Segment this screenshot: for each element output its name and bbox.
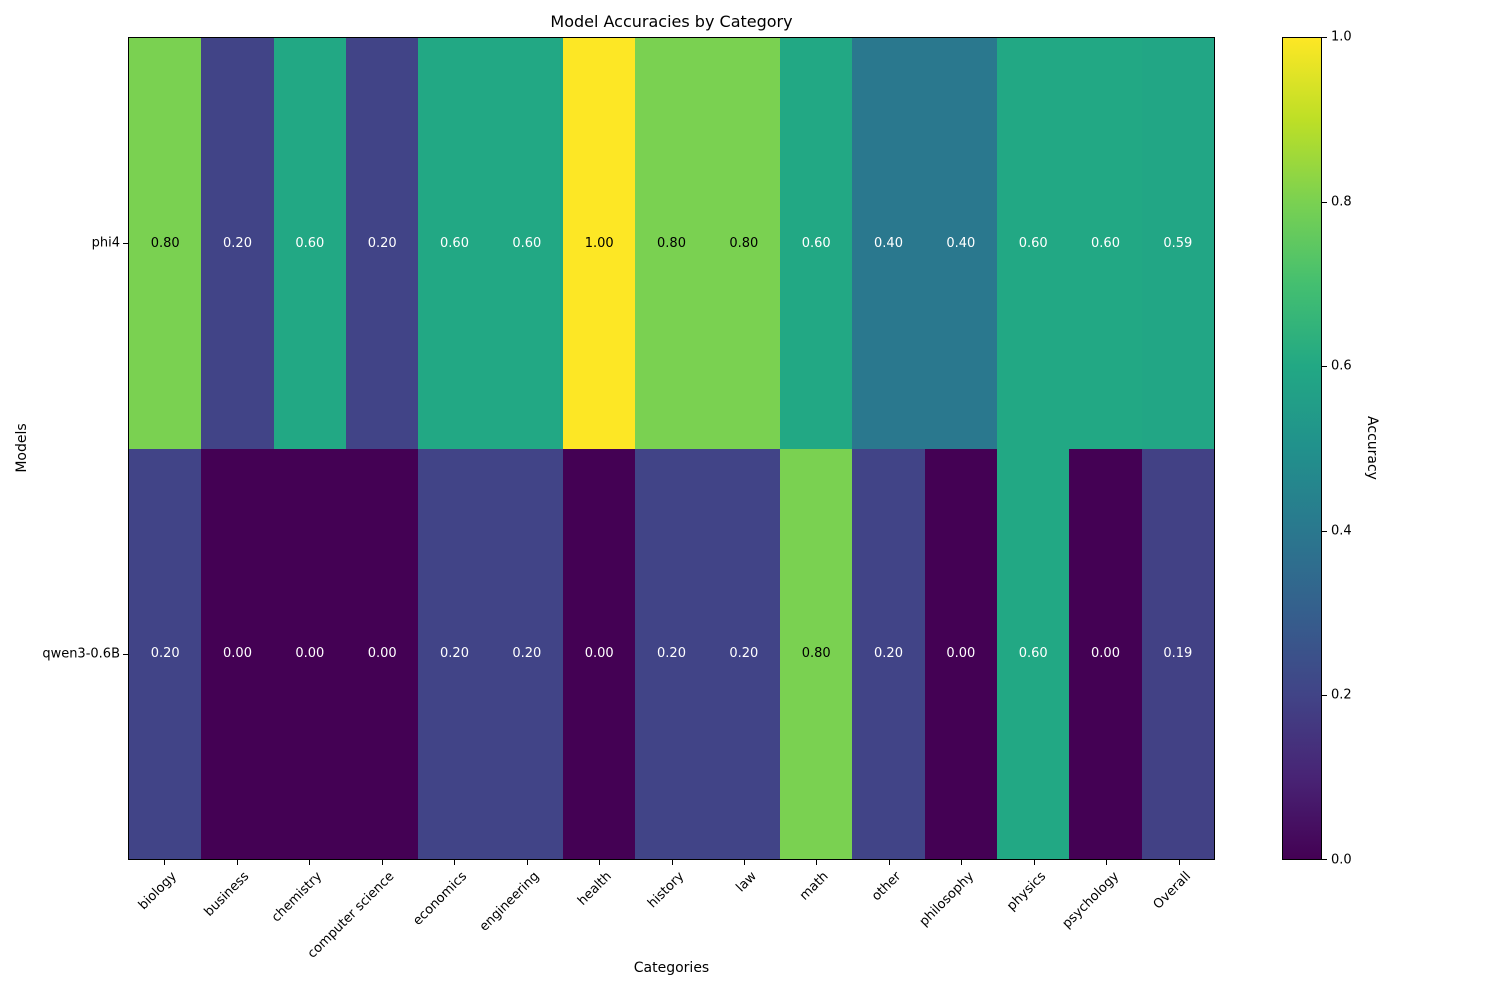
x-tick-mark (236, 860, 238, 865)
heatmap-cell: 0.80 (129, 38, 202, 449)
x-tick-label: chemistry (268, 869, 325, 926)
colorbar-tick-mark (1322, 201, 1327, 203)
x-tick-label: biology (135, 869, 180, 914)
colorbar-tick-label: 0.0 (1331, 852, 1352, 868)
colorbar-tick-mark (1322, 695, 1327, 697)
x-tick-mark (381, 860, 383, 865)
heatmap-cell: 0.00 (924, 448, 997, 859)
x-tick-label: history (644, 869, 688, 912)
x-tick-mark (743, 860, 745, 865)
heatmap-cell: 0.60 (997, 38, 1070, 449)
y-axis-title: Models (14, 423, 30, 473)
x-axis-title: Categories (633, 960, 710, 976)
heatmap-cell: 0.80 (635, 38, 708, 449)
heatmap-cell: 0.40 (852, 38, 925, 449)
heatmap-cell: 0.20 (201, 38, 274, 449)
heatmap-cell: 0.00 (201, 448, 274, 859)
x-tick-mark (164, 860, 166, 865)
heatmap-cell: 0.20 (490, 448, 563, 859)
x-tick-mark (1033, 860, 1035, 865)
heatmap-cell: 0.00 (1069, 448, 1142, 859)
x-tick-mark (526, 860, 528, 865)
heatmap-cell: 0.80 (780, 448, 853, 859)
plot-area: 0.80 0.20 0.60 0.20 0.60 0.60 1.00 0.80 0.80 0.60… (128, 37, 1215, 860)
heatmap-cell: 0.60 (418, 38, 491, 449)
colorbar (1282, 37, 1322, 860)
x-tick-mark (816, 860, 818, 865)
x-tick-label: psychology (1059, 869, 1122, 932)
heatmap-cell: 0.00 (273, 448, 346, 859)
x-tick-label: law (733, 869, 760, 896)
heatmap-cell: 0.59 (1141, 38, 1214, 449)
heatmap-cell: 0.20 (418, 448, 491, 859)
x-tick-mark (671, 860, 673, 865)
heatmap-cell: 1.00 (563, 38, 636, 449)
heatmap-cell: 0.20 (129, 448, 202, 859)
y-tick-mark (123, 242, 128, 244)
colorbar-title: Accuracy (1364, 416, 1380, 480)
heatmap-cell: 0.00 (346, 448, 419, 859)
heatmap-grid: 0.80 0.20 0.60 0.20 0.60 0.60 1.00 0.80 0.80 0.60… (129, 38, 1214, 859)
heatmap-cell: 0.60 (1069, 38, 1142, 449)
colorbar-tick-mark (1322, 859, 1327, 860)
colorbar-tick-mark (1322, 37, 1327, 38)
heatmap-cell: 0.19 (1141, 448, 1214, 859)
x-tick-label: physics (1004, 869, 1050, 914)
heatmap-cell: 0.20 (707, 448, 780, 859)
colorbar-tick-label: 0.2 (1331, 687, 1352, 703)
heatmap-cell: 0.80 (707, 38, 780, 449)
colorbar-tick-label: 0.6 (1331, 358, 1352, 374)
heatmap-cell: 0.60 (273, 38, 346, 449)
x-tick-label: Overall (1150, 869, 1195, 913)
heatmap-cell: 0.60 (490, 38, 563, 449)
heatmap-cell: 0.20 (635, 448, 708, 859)
y-tick-label: phi4 (91, 235, 120, 251)
colorbar-tick-mark (1322, 530, 1327, 532)
heatmap-cell: 0.20 (852, 448, 925, 859)
x-tick-mark (454, 860, 456, 865)
x-tick-label: other (869, 869, 905, 905)
x-tick-mark (1106, 860, 1108, 865)
x-tick-label: math (797, 869, 833, 904)
colorbar-tick-label: 0.8 (1331, 194, 1352, 210)
x-tick-label: business (201, 869, 253, 920)
heatmap-cell: 0.20 (346, 38, 419, 449)
x-tick-mark (961, 860, 963, 865)
x-tick-mark (1178, 860, 1180, 865)
x-tick-label: health (574, 869, 615, 909)
heatmap-cell: 0.60 (997, 448, 1070, 859)
colorbar-tick-mark (1322, 366, 1327, 368)
x-tick-mark (309, 860, 311, 865)
heatmap-cell: 0.40 (924, 38, 997, 449)
chart-title: Model Accuracies by Category (550, 12, 793, 31)
x-tick-label: engineering (476, 869, 543, 935)
x-tick-label: philosophy (916, 869, 977, 930)
x-tick-mark (888, 860, 890, 865)
x-tick-label: economics (409, 869, 470, 929)
heatmap-cell: 0.00 (563, 448, 636, 859)
heatmap-cell: 0.60 (780, 38, 853, 449)
x-tick-mark (599, 860, 601, 865)
y-tick-mark (123, 654, 128, 656)
y-tick-label: qwen3-0.6B (42, 646, 120, 662)
colorbar-tick-label: 1.0 (1331, 29, 1352, 45)
colorbar-tick-label: 0.4 (1331, 523, 1352, 539)
